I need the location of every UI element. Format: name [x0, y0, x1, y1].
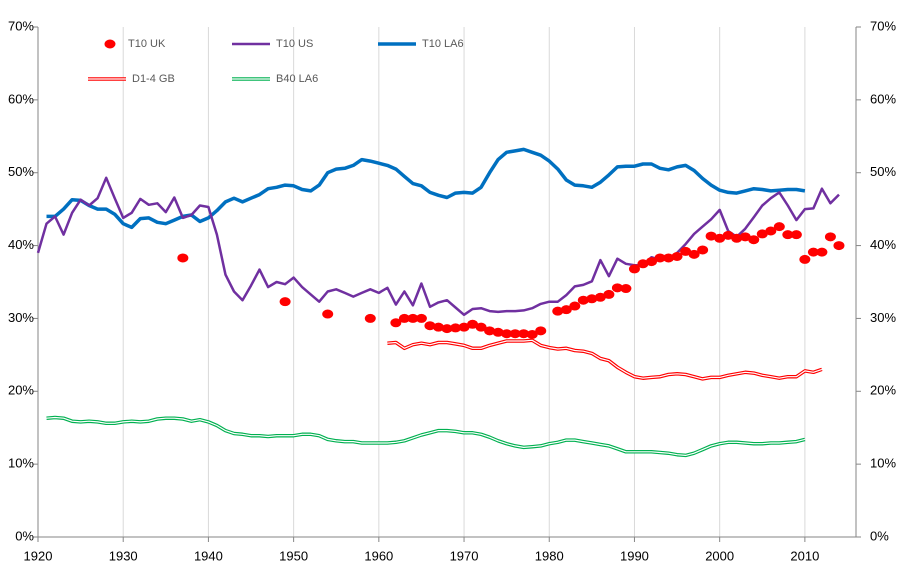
x-tick-label: 2010 — [790, 548, 819, 563]
series-dot — [432, 322, 444, 332]
series-dot — [765, 226, 777, 236]
series-dot — [594, 292, 606, 302]
y2-tick-label: 10% — [870, 456, 896, 471]
series-dot — [680, 246, 692, 256]
y2-tick-label: 40% — [870, 237, 896, 252]
series-line — [36, 176, 840, 317]
series-dot — [654, 253, 666, 263]
series-dot — [663, 253, 675, 263]
series-dot — [646, 257, 657, 267]
y-tick-label: 20% — [8, 383, 34, 398]
series-line-inner — [387, 339, 823, 380]
series-dot — [526, 329, 538, 339]
y-tick-label: 40% — [8, 237, 34, 252]
series-dot — [671, 252, 683, 261]
series-dot — [816, 247, 828, 257]
legend-item: T10 UK — [104, 38, 166, 50]
series-dot — [705, 231, 717, 241]
legend-item: B40 LA6 — [232, 73, 318, 85]
series-dot — [492, 327, 504, 337]
series-dot — [279, 297, 291, 307]
series-dot — [790, 230, 802, 240]
series-line — [46, 415, 806, 458]
y2-tick-label: 60% — [870, 91, 896, 106]
series-dot — [603, 289, 615, 299]
y-tick-label: 70% — [8, 18, 34, 33]
legend-label: T10 LA6 — [422, 38, 464, 50]
y2-tick-label: 20% — [870, 383, 896, 398]
series-dot — [441, 324, 453, 334]
series-dot — [773, 222, 785, 232]
series-dot — [620, 284, 632, 294]
legend-item: T10 LA6 — [378, 38, 464, 50]
y2-tick-label: 70% — [870, 18, 896, 33]
series-dot — [807, 247, 819, 257]
series-dot — [611, 283, 623, 293]
series-dot — [739, 232, 751, 242]
y-tick-label: 30% — [8, 310, 34, 325]
series-dot — [824, 232, 836, 242]
y2-tick-label: 0% — [870, 528, 889, 543]
series-dot — [688, 249, 700, 259]
series-dot — [756, 229, 768, 239]
series-dot — [731, 233, 743, 243]
series-dot — [518, 329, 530, 339]
series-dot — [535, 326, 547, 336]
series-dot — [501, 329, 513, 339]
legend-label: T10 UK — [128, 38, 166, 50]
series-dot — [833, 241, 845, 251]
series-dot — [364, 313, 376, 323]
series-dot — [509, 329, 521, 339]
legend-item: D1-4 GB — [88, 73, 175, 85]
legend-item: T10 US — [232, 38, 313, 50]
series-dot — [697, 245, 709, 255]
series-dot — [782, 230, 794, 240]
series-dot — [748, 235, 760, 245]
series-dot — [415, 313, 427, 323]
x-tick-label: 1970 — [450, 548, 479, 563]
series-dot — [398, 313, 410, 323]
y-tick-label: 60% — [8, 91, 34, 106]
series-dot — [390, 318, 402, 328]
y2-tick-label: 50% — [870, 164, 896, 179]
y-tick-label: 10% — [8, 456, 34, 471]
x-tick-label: 1930 — [109, 548, 138, 563]
series-line-inner — [46, 416, 806, 456]
x-tick-label: 1920 — [24, 548, 53, 563]
series-dot — [577, 295, 589, 305]
series-dot — [722, 230, 734, 240]
series-dot — [177, 253, 189, 263]
series-dot — [637, 259, 649, 269]
x-tick-label: 2000 — [705, 548, 734, 563]
y2-tick-label: 30% — [870, 310, 896, 325]
series-dot — [569, 301, 581, 311]
legend-label: B40 LA6 — [276, 73, 318, 85]
series-dot — [799, 254, 811, 264]
legend-label: T10 US — [276, 38, 313, 50]
series-dot — [552, 306, 564, 316]
series-dot — [628, 264, 640, 274]
series-dot — [475, 322, 487, 332]
legend-label: D1-4 GB — [132, 73, 175, 85]
legend-marker — [104, 39, 116, 49]
series-dot — [424, 321, 436, 331]
series-dot — [560, 305, 572, 315]
x-tick-label: 1940 — [194, 548, 223, 563]
y-tick-label: 0% — [15, 528, 34, 543]
series-dot — [586, 294, 598, 304]
x-tick-label: 1990 — [620, 548, 649, 563]
series-dot — [484, 326, 496, 336]
series-dot — [322, 309, 334, 319]
series-dot — [407, 313, 419, 323]
series-dot — [467, 319, 479, 329]
x-tick-label: 1960 — [364, 548, 393, 563]
series-line — [46, 147, 806, 230]
x-tick-label: 1980 — [535, 548, 564, 563]
series-dot — [458, 322, 470, 332]
series-dot — [450, 323, 462, 333]
y-tick-label: 50% — [8, 164, 34, 179]
x-tick-label: 1950 — [279, 548, 308, 563]
series-dot — [714, 233, 726, 243]
